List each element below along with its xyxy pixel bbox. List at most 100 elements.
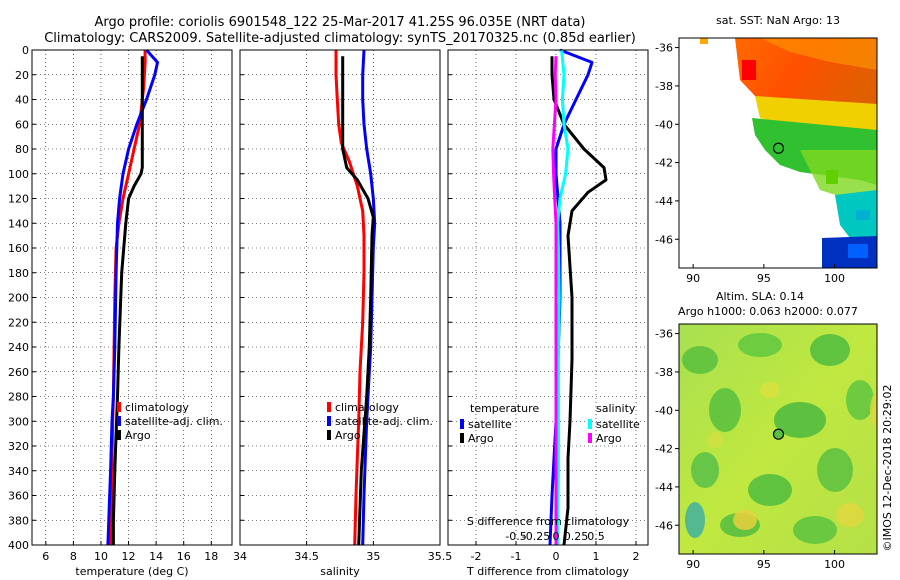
x-axis-label: salinity: [320, 565, 360, 578]
legend-swatch: [327, 402, 331, 412]
x-axis-label: temperature (deg C): [75, 565, 188, 578]
y-tick-label: -42: [655, 443, 673, 456]
salinity-profile: 34 34.5 35 35.5 salinity climatologysatellite…: [233, 49, 453, 578]
legend-swatch: [117, 430, 121, 440]
x-tick-label: 16: [177, 550, 191, 563]
sla-eddy: [870, 390, 877, 430]
legend-swatch: [327, 416, 331, 426]
x-tick-label: 1: [593, 550, 600, 563]
sla-eddy: [733, 510, 757, 530]
sst-field: [700, 38, 877, 268]
x-tick-label: 90: [686, 558, 700, 571]
x-tick-label: 35: [366, 550, 380, 563]
x-axis-label: T difference from climatology: [466, 565, 629, 578]
y-tick-label: 220: [8, 316, 29, 329]
sst-hot-patch: [742, 60, 756, 80]
sla-field: [679, 324, 877, 554]
y-tick-label: 120: [8, 193, 29, 206]
argo-position-marker: [772, 428, 785, 440]
sla-eddy: [709, 388, 741, 432]
y-tick-label: 400: [8, 539, 29, 552]
x-tick-label: 90: [686, 272, 700, 285]
sst-cold-patch: [848, 244, 868, 258]
x-tick-label: 35.5: [428, 550, 453, 563]
x-tick-label: 18: [204, 550, 218, 563]
sst-warm-region: [760, 38, 877, 70]
imos-credit: ©IMOS 12-Dec-2018 20:29:02: [881, 385, 894, 552]
y-tick-label: 320: [8, 440, 29, 453]
s-diff-tick-label: -0.25: [522, 530, 550, 543]
y-tick-label: 340: [8, 465, 29, 478]
y-tick-label: 300: [8, 415, 29, 428]
legend-label: Argo: [335, 429, 361, 442]
sla-eddy: [836, 503, 864, 527]
legend-label: Argo: [596, 432, 622, 445]
argo-position-marker: [772, 142, 785, 154]
sla-map: 90 95 100 -36 -38 -40 -42 -44 -46 Altim. SLA: 0.1…: [655, 290, 878, 571]
legend-swatch: [460, 433, 464, 443]
y-tick-label: -44: [655, 195, 673, 208]
plot-frame: [447, 49, 649, 546]
y-tick-label: 60: [15, 118, 29, 131]
s-diff-axis-label: S difference from climatology: [467, 515, 630, 528]
s-diff-tick-label: -0.5: [505, 530, 526, 543]
y-tick-label: -40: [655, 118, 673, 131]
s-diff-tick-label: 0.5: [587, 530, 605, 543]
x-tick-label: 8: [70, 550, 77, 563]
series-line-climatology: [334, 50, 366, 546]
y-tick-label: 20: [15, 69, 29, 82]
y-tick-label: 140: [8, 217, 29, 230]
figure-title-line2: Climatology: CARS2009. Satellite-adjuste…: [44, 31, 636, 46]
series-line-argo: [111, 56, 144, 545]
x-tick-label: 14: [149, 550, 163, 563]
x-tick-label: 95: [757, 558, 771, 571]
map-frame: [678, 37, 878, 269]
y-tick-label: 0: [22, 44, 29, 57]
y-tick-label: 260: [8, 366, 29, 379]
x-tick-label: 12: [122, 550, 136, 563]
x-tick-label: 34: [233, 550, 247, 563]
y-tick-label: -38: [655, 366, 673, 379]
y-tick-label: 200: [8, 292, 29, 305]
legend-swatch: [327, 430, 331, 440]
x-tick-label: -1: [511, 550, 522, 563]
y-tick-label: 240: [8, 341, 29, 354]
x-tick-label: 2: [633, 550, 640, 563]
x-tick-label: 100: [824, 272, 845, 285]
sst-yellow-band: [755, 96, 877, 135]
legend-label: climatology: [125, 401, 189, 414]
sst-patch: [856, 210, 870, 220]
x-tick-label: -2: [471, 550, 482, 563]
s-diff-tick-label: 0.25: [564, 530, 589, 543]
sla-eddy: [748, 474, 792, 506]
sla-eddy: [760, 382, 780, 398]
x-tick-label: 95: [757, 272, 771, 285]
sla-eddy: [774, 402, 826, 438]
y-tick-label: -46: [655, 233, 673, 246]
legend-header-temperature: temperature: [470, 402, 539, 415]
y-tick-label: -36: [655, 42, 673, 55]
sla-map-title-line1: Altim. SLA: 0.14: [716, 290, 804, 303]
sla-eddy: [691, 452, 719, 488]
y-tick-label: 100: [8, 168, 29, 181]
series-line-t-argo: [550, 56, 608, 546]
y-tick-label: 80: [15, 143, 29, 156]
y-tick-label: -40: [655, 404, 673, 417]
legend-swatch: [588, 433, 592, 443]
legend-label: Argo: [125, 429, 151, 442]
legend-label: satellite: [468, 418, 512, 431]
s-diff-tick-label: 0: [553, 530, 560, 543]
legend-label: satellite-adj. clim.: [335, 415, 433, 428]
difference-profile: -2 -1 0 1 2 T difference from climatology S di…: [447, 48, 649, 578]
map-frame: [678, 323, 878, 555]
y-tick-label: -36: [655, 328, 673, 341]
legend-swatch: [588, 419, 592, 429]
legend-label: climatology: [335, 401, 399, 414]
y-tick-label: 160: [8, 242, 29, 255]
series-line-satellite-adj-clim-: [361, 49, 377, 546]
sla-eddy: [810, 334, 850, 366]
sst-patch: [826, 170, 838, 184]
y-tick-label: 280: [8, 391, 29, 404]
sst-green-band: [800, 150, 877, 200]
